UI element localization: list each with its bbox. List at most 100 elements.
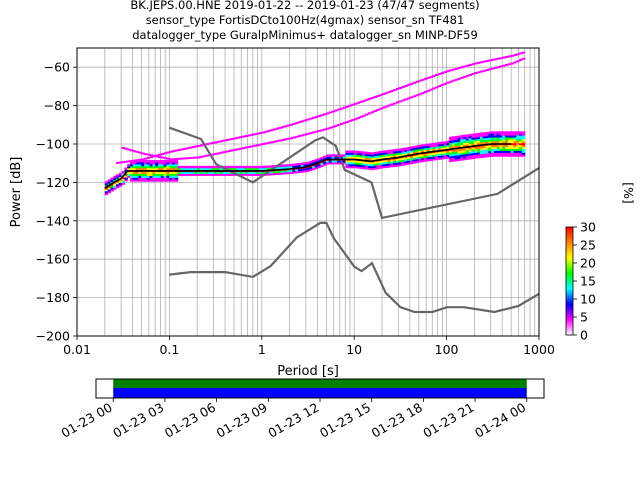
heat-cell: [516, 146, 520, 150]
heat-cell-lower: [359, 115, 363, 118]
heat-cell: [141, 179, 145, 182]
heat-cell: [432, 156, 436, 159]
heat-cell-upper: [250, 133, 254, 136]
heat-cell: [303, 162, 307, 165]
heat-cell: [255, 167, 260, 171]
heat-cell: [230, 173, 235, 176]
heat-cell: [367, 163, 372, 167]
heat-cell: [505, 133, 509, 136]
heat-cell: [132, 171, 137, 174]
coverage-tick-label: 01-24 00: [472, 400, 528, 441]
heat-cell: [477, 138, 481, 142]
heat-cell-upper: [435, 74, 439, 77]
heat-cell: [121, 182, 126, 185]
heat-cell: [241, 165, 246, 169]
heat-cell: [323, 157, 327, 161]
heat-cell: [510, 150, 515, 153]
heat-cell: [465, 155, 470, 158]
heat-cell: [169, 171, 173, 174]
heat-cell-lower: [491, 67, 495, 70]
heat-cell-lower: [356, 116, 361, 119]
heat-cell: [219, 167, 223, 171]
heat-cell: [519, 140, 523, 144]
heat-cell: [373, 161, 377, 164]
heat-cell-upper: [121, 161, 126, 164]
heat-cell: [121, 176, 126, 180]
heat-cell: [468, 141, 473, 145]
heat-cell: [516, 150, 520, 153]
heat-cell: [468, 155, 473, 158]
heat-cell-upper: [320, 114, 324, 117]
heat-cell: [485, 154, 489, 158]
heat-cell: [367, 155, 372, 159]
heat-cell: [513, 135, 517, 138]
heat-cell: [390, 149, 394, 152]
heat-cell: [222, 171, 226, 174]
heat-cell: [488, 150, 492, 154]
heat-cell: [157, 160, 162, 163]
heat-cell: [513, 133, 517, 136]
heat-cell: [499, 137, 503, 140]
heat-cell: [177, 165, 181, 169]
heat-cell: [342, 154, 347, 157]
heat-cell: [449, 155, 453, 159]
heat-cell: [493, 137, 498, 140]
heat-cell: [247, 173, 251, 176]
heat-cell: [409, 152, 414, 155]
colorbar-label: [%]: [621, 182, 636, 204]
heat-cell: [185, 173, 190, 176]
heat-cell: [454, 139, 459, 143]
heat-cell: [124, 173, 128, 176]
heat-cell: [199, 165, 204, 169]
heat-cell: [183, 173, 187, 176]
heat-cell: [465, 136, 470, 139]
heat-cell: [510, 144, 515, 148]
heat-cell: [437, 153, 442, 156]
heat-cell: [177, 171, 181, 174]
heat-cell: [127, 163, 131, 167]
heat-cell: [166, 171, 170, 174]
heat-cell: [373, 155, 377, 159]
heat-cell: [463, 138, 467, 142]
heat-cell: [493, 133, 498, 136]
heat-cell: [205, 165, 209, 169]
heat-cell: [435, 152, 439, 155]
heat-cell: [211, 171, 215, 174]
heat-cell: [149, 167, 154, 171]
heat-cell: [331, 160, 335, 163]
heat-cell-lower: [250, 145, 254, 148]
heat-cell-upper: [488, 59, 492, 62]
heat-cell-lower: [468, 73, 473, 76]
heat-cell-lower: [387, 104, 391, 107]
heat-cell: [124, 177, 128, 180]
heat-cell: [443, 141, 447, 144]
heat-cell: [395, 152, 400, 156]
heat-cell: [171, 167, 176, 171]
heat-cell-upper: [471, 63, 475, 66]
heat-cell: [166, 175, 170, 178]
heat-cell: [171, 162, 176, 165]
heat-cell: [387, 153, 391, 157]
heat-cell: [359, 154, 363, 158]
heat-cell: [253, 165, 257, 169]
heat-cell-lower: [225, 150, 229, 153]
heat-cell-lower: [426, 89, 431, 92]
heat-cell: [149, 162, 154, 165]
heat-cell: [451, 145, 456, 149]
heat-cell-upper: [149, 156, 154, 159]
heat-cell: [250, 173, 254, 176]
heat-cell: [376, 153, 380, 156]
heat-cell-upper: [236, 136, 240, 139]
heat-cell: [359, 160, 363, 164]
heat-cell: [468, 153, 473, 156]
heat-cell: [152, 165, 156, 169]
heat-cell: [356, 162, 361, 165]
heat-cell-upper: [166, 151, 170, 154]
heat-cell-upper: [370, 96, 375, 99]
heat-cell: [418, 146, 422, 150]
heat-cell: [160, 173, 165, 176]
heat-cell: [449, 138, 453, 142]
heat-cell: [412, 155, 417, 158]
heat-cell: [496, 146, 501, 150]
heat-cell: [465, 142, 470, 145]
